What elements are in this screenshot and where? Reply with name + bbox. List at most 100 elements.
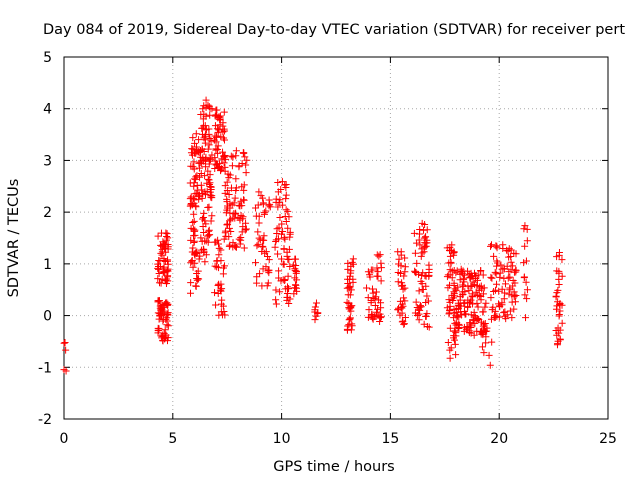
data-point [284, 255, 292, 263]
data-point [255, 212, 263, 220]
data-point [154, 298, 162, 306]
x-tick-label: 10 [273, 431, 291, 447]
data-point [232, 175, 240, 183]
data-point [461, 271, 469, 279]
data-point [401, 314, 409, 322]
data-point [255, 234, 263, 242]
data-point [367, 297, 375, 305]
data-point [160, 263, 168, 271]
data-point [425, 265, 433, 273]
data-point [231, 242, 239, 250]
data-point [201, 258, 209, 266]
data-point [196, 173, 204, 181]
data-point [230, 210, 238, 218]
data-point [412, 298, 420, 306]
data-point [552, 292, 560, 300]
data-point [205, 227, 213, 235]
data-point [343, 326, 351, 334]
data-point [237, 233, 245, 241]
data-point [395, 255, 403, 263]
data-point [160, 255, 168, 263]
data-point [231, 214, 239, 222]
data-point [457, 311, 465, 319]
data-point [208, 192, 216, 200]
data-point [219, 148, 227, 156]
data-point [290, 290, 298, 298]
data-point [283, 248, 291, 256]
data-point [282, 195, 290, 203]
data-point [213, 257, 221, 265]
data-point [221, 229, 229, 237]
data-point [490, 252, 498, 260]
data-point [448, 241, 456, 249]
data-point [459, 281, 467, 289]
data-point [400, 272, 408, 280]
data-point [424, 297, 432, 305]
data-point [155, 270, 163, 278]
data-point [200, 209, 208, 217]
data-points [60, 96, 566, 375]
data-point [475, 316, 483, 323]
data-point [420, 226, 428, 234]
data-point [220, 264, 228, 272]
data-point [425, 323, 433, 331]
data-point [282, 206, 290, 214]
data-point [394, 278, 402, 286]
data-point [555, 311, 563, 319]
data-point [447, 344, 455, 352]
data-point [372, 288, 380, 296]
data-point [488, 338, 496, 346]
data-point [466, 320, 474, 328]
data-point [500, 309, 508, 317]
data-point [448, 274, 456, 282]
data-point [219, 128, 227, 136]
data-point [478, 343, 486, 351]
data-point [273, 225, 281, 233]
data-point [452, 351, 460, 359]
data-point [510, 268, 518, 276]
data-point [480, 349, 488, 357]
data-point [238, 228, 246, 236]
data-point [156, 310, 164, 318]
data-point [215, 126, 223, 134]
data-point [397, 248, 405, 256]
data-point [211, 164, 219, 172]
data-point [196, 252, 204, 260]
data-point [555, 269, 563, 277]
data-point [217, 167, 225, 175]
data-point [281, 277, 289, 285]
data-point [164, 277, 172, 285]
data-point [199, 222, 207, 230]
data-point [505, 245, 513, 253]
data-point [377, 259, 385, 267]
data-point [376, 318, 384, 326]
data-point [256, 270, 264, 278]
data-point [444, 271, 452, 279]
data-point [203, 187, 211, 195]
data-point [394, 268, 402, 276]
data-point [272, 296, 280, 304]
data-point [191, 227, 199, 235]
data-point [487, 315, 495, 323]
data-point [238, 159, 246, 167]
data-point [415, 316, 423, 324]
data-point [473, 276, 481, 284]
x-tick-label: 20 [490, 431, 508, 447]
data-point [344, 291, 352, 299]
data-point [346, 282, 354, 290]
data-point [271, 243, 279, 251]
data-point [457, 268, 465, 276]
data-point [225, 191, 233, 199]
data-point [278, 178, 286, 186]
data-point [460, 327, 468, 335]
axis-ticks: 0 5 10 15 20 25 -2 -1 0 1 2 3 4 5 [38, 50, 617, 447]
data-point [444, 339, 452, 347]
data-point [235, 235, 243, 243]
data-point [187, 279, 195, 287]
data-point [498, 265, 506, 273]
data-point [164, 322, 172, 330]
data-point [220, 134, 228, 142]
data-point [411, 268, 419, 276]
data-point [397, 262, 405, 270]
data-point [195, 136, 203, 144]
